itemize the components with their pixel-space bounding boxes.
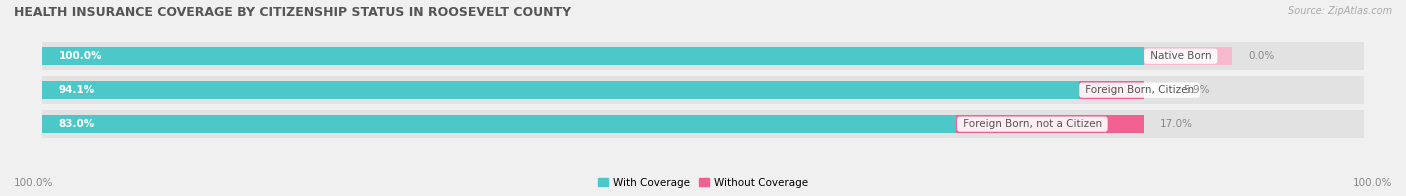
Text: Source: ZipAtlas.com: Source: ZipAtlas.com — [1288, 6, 1392, 16]
Text: 94.1%: 94.1% — [59, 85, 96, 95]
Bar — [956, 115, 1143, 133]
Text: Native Born: Native Born — [1147, 51, 1215, 61]
Bar — [1143, 47, 1232, 65]
Bar — [42, 76, 1364, 104]
Bar — [42, 47, 1143, 65]
Text: 100.0%: 100.0% — [59, 51, 103, 61]
Text: Foreign Born, not a Citizen: Foreign Born, not a Citizen — [960, 119, 1105, 129]
Bar — [42, 115, 956, 133]
Text: Foreign Born, Citizen: Foreign Born, Citizen — [1081, 85, 1198, 95]
Text: 0.0%: 0.0% — [1249, 51, 1274, 61]
Bar — [42, 81, 1078, 99]
Text: 5.9%: 5.9% — [1184, 85, 1209, 95]
Text: 17.0%: 17.0% — [1160, 119, 1194, 129]
Bar — [42, 110, 1364, 138]
Text: 83.0%: 83.0% — [59, 119, 96, 129]
Text: HEALTH INSURANCE COVERAGE BY CITIZENSHIP STATUS IN ROOSEVELT COUNTY: HEALTH INSURANCE COVERAGE BY CITIZENSHIP… — [14, 6, 571, 19]
Bar — [42, 42, 1364, 70]
Text: 100.0%: 100.0% — [1353, 178, 1392, 188]
Legend: With Coverage, Without Coverage: With Coverage, Without Coverage — [593, 174, 813, 192]
Bar — [1078, 81, 1143, 99]
Text: 100.0%: 100.0% — [14, 178, 53, 188]
